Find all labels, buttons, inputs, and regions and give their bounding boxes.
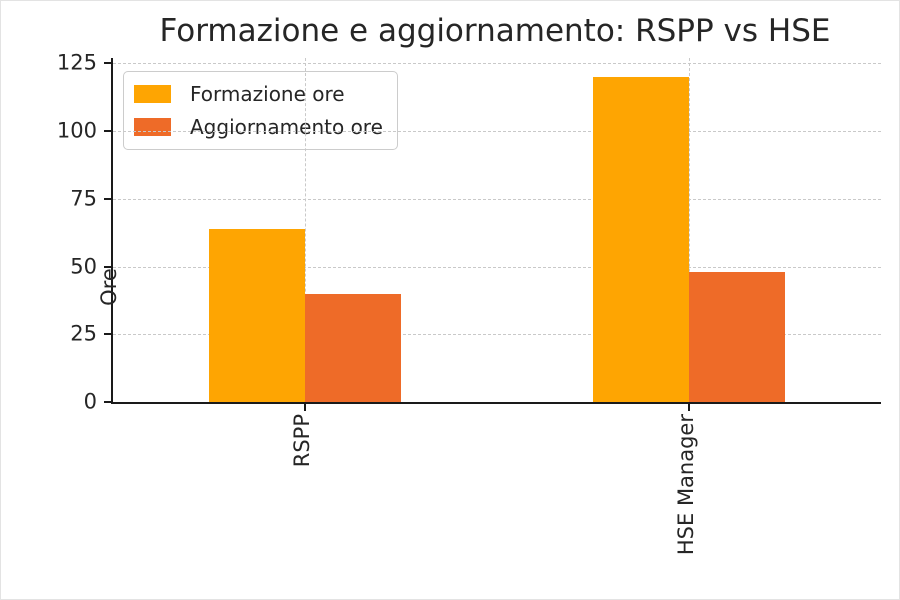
ytick-label-75: 75: [70, 186, 97, 211]
legend-entry: Formazione ore: [134, 82, 383, 106]
legend-label: Aggiornamento ore: [190, 115, 383, 139]
xtick-mark-0: [304, 402, 306, 411]
bar-formazione-ore-hse-manager: [593, 76, 689, 402]
xtick-label-0: RSPP: [290, 414, 314, 468]
ytick-mark-100: [104, 130, 111, 133]
legend-swatch-icon: [134, 118, 171, 136]
xtick-label-1: HSE Manager: [674, 414, 698, 556]
gridline-x-1: [689, 58, 690, 402]
gridline-x-0: [305, 58, 306, 402]
ytick-mark-25: [104, 333, 111, 336]
chart-title: Formazione e aggiornamento: RSPP vs HSE: [159, 13, 831, 49]
gridline-y-125: [113, 63, 881, 65]
plot-area: Ore Formazione ore Aggiornamento ore 0 25 5…: [57, 52, 881, 555]
bar-formazione-ore-rspp: [209, 228, 305, 402]
ytick-mark-75: [104, 197, 111, 200]
legend-swatch-icon: [134, 85, 171, 103]
legend: Formazione ore Aggiornamento ore: [123, 71, 398, 150]
ytick-label-0: 0: [83, 389, 97, 414]
ytick-mark-0: [104, 401, 111, 403]
ytick-mark-125: [104, 62, 111, 65]
ytick-label-25: 25: [70, 321, 97, 346]
ytick-label-50: 50: [70, 254, 97, 279]
bar-aggiornamento-ore-hse-manager: [689, 271, 785, 402]
legend-entry: Aggiornamento ore: [134, 115, 383, 139]
xtick-mark-1: [688, 402, 690, 411]
ytick-mark-50: [104, 265, 111, 268]
gridline-y-25: [113, 334, 881, 336]
ytick-label-100: 100: [56, 118, 97, 143]
gridline-y-75: [113, 198, 881, 200]
gridline-y-100: [113, 131, 881, 133]
ytick-label-125: 125: [56, 50, 97, 75]
bar-aggiornamento-ore-rspp: [305, 293, 401, 402]
y-axis-label: Ore: [97, 268, 121, 306]
legend-label: Formazione ore: [190, 82, 345, 106]
gridline-y-50: [113, 266, 881, 268]
